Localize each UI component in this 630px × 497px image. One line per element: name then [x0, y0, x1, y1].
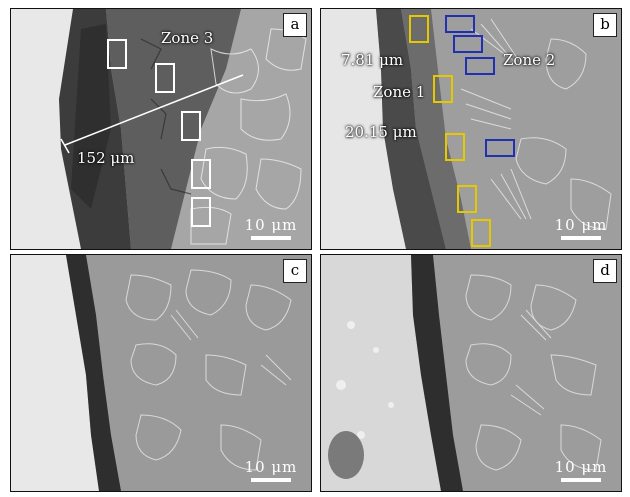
zone3-marker-5: [191, 197, 211, 227]
thickness-measure-line: [60, 74, 244, 154]
zone2-label: Zone 2: [503, 51, 556, 69]
panel-b-scale-text: 10 μm: [554, 216, 608, 234]
panel-c-scale-text: 10 μm: [244, 458, 298, 476]
zone2-marker-4: [485, 139, 515, 157]
panel-d-label: d: [593, 259, 617, 283]
zone1-label: Zone 1: [373, 83, 426, 101]
zone3-marker-2: [155, 63, 175, 93]
panel-c-micrograph: [11, 255, 311, 491]
zone3-label: Zone 3: [161, 29, 214, 47]
zone3-marker-4: [191, 159, 211, 189]
panel-a: Zone 3 152 μm a 10 μm: [10, 8, 312, 250]
panel-b-scale-line: [561, 236, 601, 240]
panel-d-scale-line: [561, 478, 601, 482]
zone2-marker-1: [445, 15, 475, 33]
panel-d-scalebar: 10 μm: [547, 459, 615, 485]
thickness-label: 152 μm: [77, 149, 135, 167]
panel-b: 7.81 μm Zone 1 20.15 μm Zone 2 b 10 μm: [320, 8, 622, 250]
zone1-marker-2: [433, 75, 453, 103]
panel-c-label: c: [283, 259, 307, 283]
measure-7-81-label: 7.81 μm: [341, 51, 404, 69]
panel-d-micrograph: [321, 255, 621, 491]
panel-b-scalebar: 10 μm: [547, 217, 615, 243]
panel-b-label: b: [593, 13, 617, 37]
panel-b-micrograph: [321, 9, 621, 249]
zone1-marker-1: [409, 15, 429, 43]
panel-d: d 10 μm: [320, 254, 622, 492]
panel-a-micrograph: [11, 9, 311, 249]
zone3-marker-3: [181, 111, 201, 141]
zone3-marker-1: [107, 39, 127, 69]
panel-a-scalebar: 10 μm: [237, 217, 305, 243]
zone1-marker-5: [471, 219, 491, 247]
zone2-marker-3: [465, 57, 495, 75]
zone2-marker-2: [453, 35, 483, 53]
measure-20-15-label: 20.15 μm: [345, 123, 417, 141]
panel-c: c 10 μm: [10, 254, 312, 492]
panel-c-scale-line: [251, 478, 291, 482]
panel-d-scale-text: 10 μm: [554, 458, 608, 476]
panel-a-scale-text: 10 μm: [244, 216, 298, 234]
zone1-marker-3: [445, 133, 465, 161]
panel-a-label: a: [283, 13, 307, 37]
panel-c-scalebar: 10 μm: [237, 459, 305, 485]
zone1-marker-4: [457, 185, 477, 213]
panel-a-scale-line: [251, 236, 291, 240]
